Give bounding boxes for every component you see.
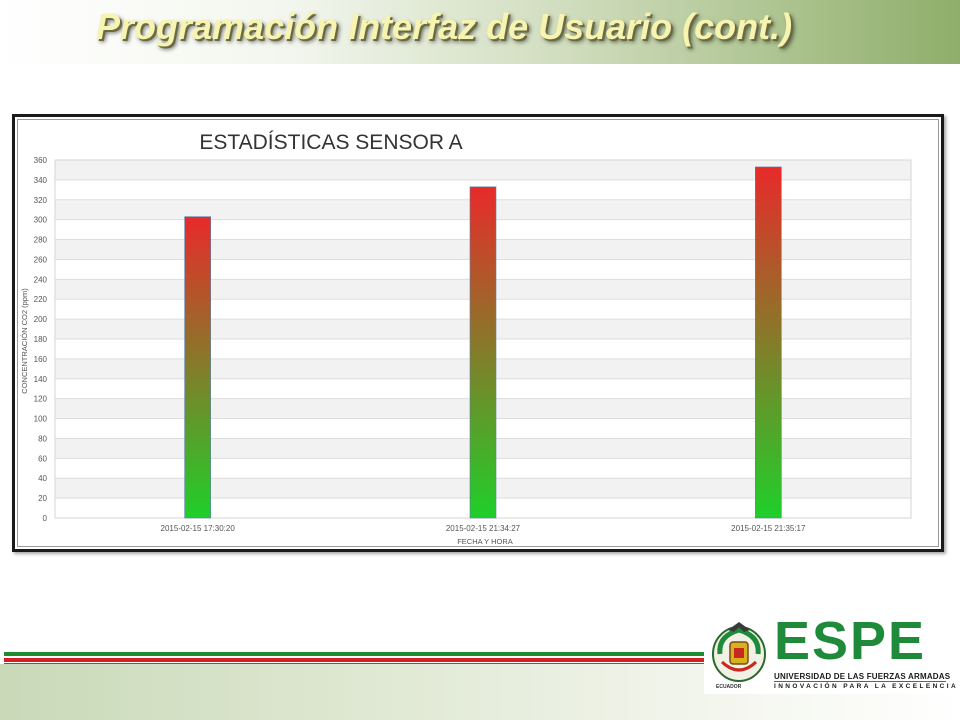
y-tick-label: 100 <box>34 415 48 424</box>
y-tick-label: 360 <box>34 156 48 165</box>
logo-tagline: INNOVACIÓN PARA LA EXCELENCIA <box>774 683 959 690</box>
y-tick-label: 0 <box>43 514 48 523</box>
crest-caption: ECUADOR <box>716 684 742 690</box>
logo-wordmark: ESPE <box>774 611 927 671</box>
x-tick-label: 2015-02-15 21:34:27 <box>446 524 521 533</box>
bar-chart: 0 20 40 60 80 100 120 140 160 180 200 220 240 260 280 3… <box>20 131 912 546</box>
y-tick-label: 120 <box>34 395 48 404</box>
x-tick-label: 2015-02-15 21:35:17 <box>731 524 806 533</box>
logo-rule <box>774 681 946 682</box>
y-axis-label: CONCENTRACIÓN CO2 (ppm) <box>20 288 29 394</box>
y-tick-label: 160 <box>34 355 48 364</box>
title-banner <box>0 0 960 64</box>
chart-frame: 0 20 40 60 80 100 120 140 160 180 200 220 240 260 280 3… <box>12 114 944 552</box>
y-tick-label: 260 <box>34 255 48 264</box>
x-axis-label: FECHA Y HORA <box>457 537 513 546</box>
bars <box>184 166 782 519</box>
x-tick-labels: 2015-02-15 17:30:20 2015-02-15 21:34:27 20… <box>161 524 807 533</box>
bar[interactable] <box>469 186 497 519</box>
y-tick-label: 140 <box>34 375 48 384</box>
y-tick-label: 300 <box>34 216 48 225</box>
y-tick-labels: 0 20 40 60 80 100 120 140 160 180 200 220 240 260 280 3… <box>34 156 48 523</box>
bar[interactable] <box>755 166 782 519</box>
logo-subtitle: UNIVERSIDAD DE LAS FUERZAS ARMADAS <box>774 672 951 681</box>
y-tick-label: 320 <box>34 196 48 205</box>
espe-logo: ECUADOR ESPE UNIVERSIDAD DE LAS FUERZAS … <box>704 612 956 694</box>
chart-inner-border <box>17 119 939 547</box>
crest-icon <box>712 622 766 682</box>
x-tick-label: 2015-02-15 17:30:20 <box>161 524 236 533</box>
y-tick-label: 340 <box>34 176 48 185</box>
slide-title: Programación Interfaz de Usuario (cont.) <box>96 6 793 47</box>
chart-title: ESTADÍSTICAS SENSOR A <box>199 131 462 154</box>
y-tick-label: 80 <box>38 434 47 443</box>
y-tick-label: 200 <box>34 315 48 324</box>
footer-stripe-red <box>4 658 704 662</box>
bar[interactable] <box>184 216 211 519</box>
y-tick-label: 280 <box>34 236 48 245</box>
footer-stripe-thin <box>4 663 704 664</box>
y-tick-label: 240 <box>34 275 48 284</box>
footer-stripe-green <box>4 652 704 656</box>
y-tick-label: 40 <box>38 474 47 483</box>
y-tick-label: 60 <box>38 454 47 463</box>
y-tick-label: 180 <box>34 335 48 344</box>
y-tick-label: 20 <box>38 494 47 503</box>
plot-band <box>55 160 911 180</box>
y-tick-label: 220 <box>34 295 48 304</box>
